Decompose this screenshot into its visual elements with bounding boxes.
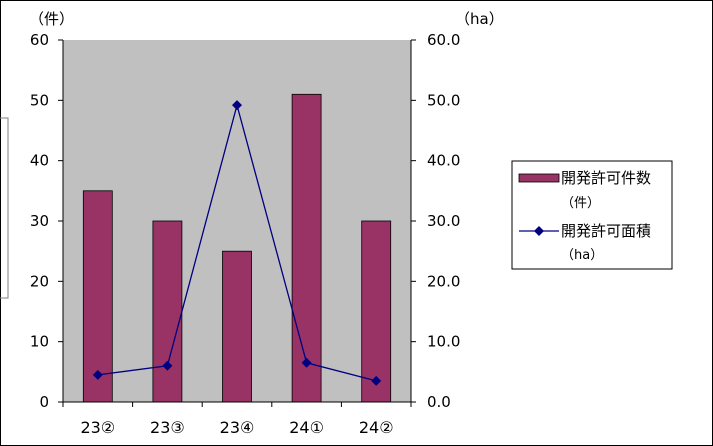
right-tick-label: 50.0 <box>427 91 460 109</box>
legend-item-2-line2: （ha） <box>561 248 603 263</box>
line-point-1 <box>92 369 103 380</box>
right-tick-label: 20.0 <box>427 272 460 290</box>
left-tick-label: 50 <box>30 91 49 109</box>
left-axis-unit: （件） <box>29 10 74 28</box>
right-axis-tick-labels: 0.0 10.0 20.0 30.0 40.0 50.0 60.0 <box>427 31 460 411</box>
left-edge-box <box>0 117 9 299</box>
bar-3 <box>222 250 252 403</box>
left-axis-tick-labels: 0 10 20 30 40 50 60 <box>30 31 49 411</box>
right-tick-label: 0.0 <box>427 393 451 411</box>
left-tick-label: 20 <box>30 272 49 290</box>
x-tick-label: 23③ <box>150 418 185 437</box>
legend-diamond-marker-icon <box>534 226 544 236</box>
left-tick-label: 30 <box>30 212 49 230</box>
legend-bar-swatch <box>518 173 560 183</box>
left-tick-label: 60 <box>30 31 49 49</box>
line-series <box>92 100 382 386</box>
x-tick-label: 23④ <box>220 418 255 437</box>
left-tick-label: 0 <box>39 393 49 411</box>
axis-ticks <box>58 39 416 407</box>
left-tick-label: 10 <box>30 333 49 351</box>
bar-1 <box>82 190 113 403</box>
right-tick-label: 10.0 <box>427 333 460 351</box>
bar-2 <box>152 220 183 403</box>
bar-series <box>82 93 392 403</box>
line-point-2 <box>162 360 173 371</box>
line-point-4 <box>301 357 312 368</box>
left-tick-label: 40 <box>30 152 49 170</box>
legend-item-1-line2: （件） <box>561 196 600 211</box>
legend-item-2-line1: 開発許可面積 <box>561 222 651 240</box>
x-axis-tick-labels: 23② 23③ 23④ 24① 24② <box>80 418 393 437</box>
line-point-3 <box>232 100 242 111</box>
bar-4 <box>291 93 322 403</box>
right-tick-label: 40.0 <box>427 152 460 170</box>
x-tick-label: 24② <box>359 418 394 437</box>
right-axis-unit: （ha） <box>455 10 504 28</box>
line-point-5 <box>371 375 382 386</box>
x-tick-label: 24① <box>289 418 324 437</box>
legend-item-1-line1: 開発許可件数 <box>561 169 651 187</box>
bar-5 <box>361 220 392 403</box>
x-tick-label: 23② <box>80 418 115 437</box>
legend: 開発許可件数 （件） 開発許可面積 （ha） <box>511 160 673 270</box>
right-tick-label: 60.0 <box>427 31 460 49</box>
right-tick-label: 30.0 <box>427 212 460 230</box>
